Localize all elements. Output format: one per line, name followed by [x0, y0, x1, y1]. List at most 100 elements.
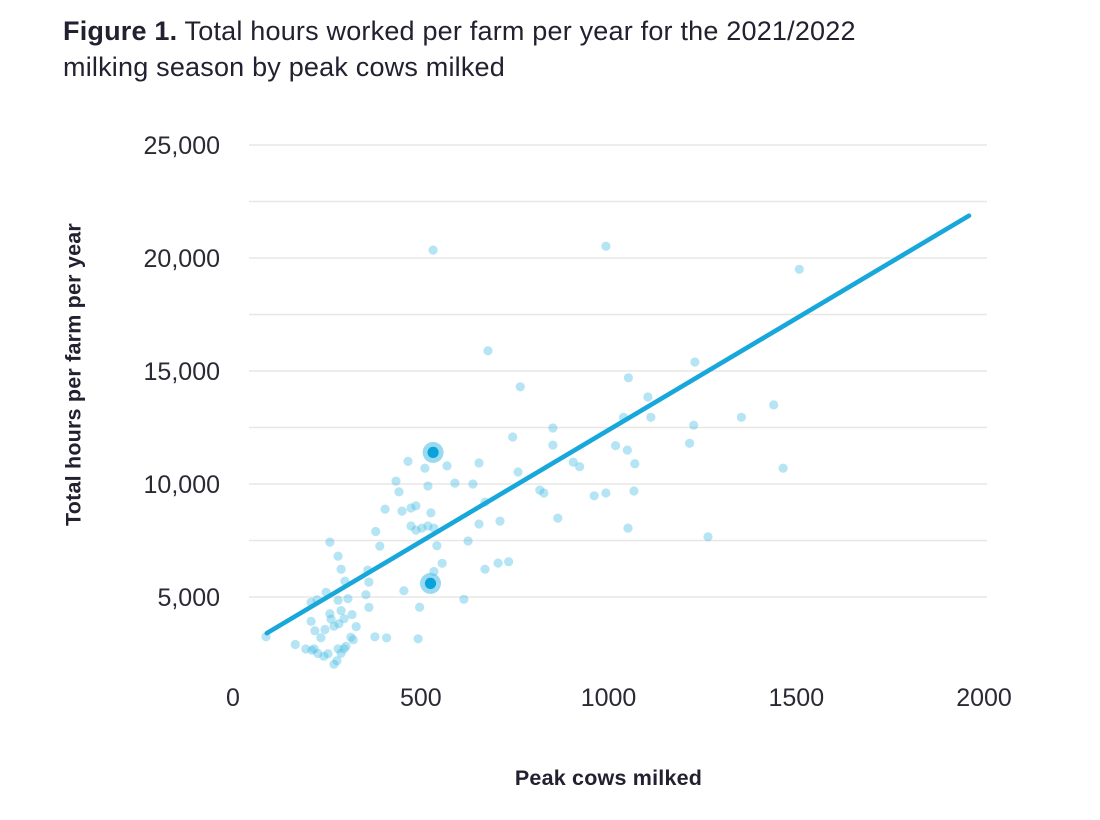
scatter-point	[432, 541, 442, 551]
scatter-point	[778, 463, 788, 473]
scatter-point	[329, 621, 339, 631]
scatter-point	[290, 639, 300, 650]
figure-title-line2: milking season by peak cows milked	[63, 51, 505, 82]
scatter-point	[423, 521, 433, 531]
scatter-point	[504, 557, 514, 567]
scatter-point	[703, 532, 713, 542]
highlighted-point	[427, 446, 439, 458]
scatter-point	[539, 488, 549, 498]
scatter-point	[370, 632, 380, 642]
scatter-point	[346, 632, 356, 642]
scatter-point	[601, 488, 611, 498]
scatter-point	[480, 564, 490, 574]
scatter-point	[515, 382, 525, 392]
figure-label: Figure 1.	[63, 16, 178, 46]
scatter-point	[341, 641, 351, 651]
scatter-point	[423, 481, 433, 491]
scatter-point	[343, 594, 353, 604]
scatter-point	[316, 633, 326, 643]
scatter-point	[326, 614, 336, 624]
scatter-point	[348, 635, 358, 645]
scatter-point	[371, 526, 381, 537]
scatter-point	[548, 423, 558, 433]
scatter-point	[364, 577, 374, 587]
scatter-point	[483, 346, 493, 356]
scatter-point	[391, 476, 401, 486]
scatter-point	[548, 440, 558, 450]
scatter-point	[329, 659, 339, 669]
scatter-point	[347, 610, 357, 620]
y-axis-tick-label: 20,000	[144, 245, 220, 273]
scatter-point	[351, 622, 361, 632]
scatter-point	[339, 644, 349, 654]
figure-title-line1: Total hours worked per farm per year for…	[177, 16, 856, 46]
x-axis-tick-label: 1000	[581, 684, 637, 712]
scatter-point	[568, 457, 578, 467]
scatter-point	[413, 634, 423, 644]
scatter-point	[380, 504, 390, 514]
scatter-point	[450, 478, 460, 488]
scatter-point	[442, 461, 452, 471]
scatter-point	[493, 558, 503, 568]
scatter-point	[622, 445, 632, 455]
scatter-point	[459, 594, 469, 604]
scatter-point	[325, 609, 335, 619]
scatter-point	[336, 648, 346, 658]
scatter-point	[630, 459, 640, 469]
scatter-point	[411, 501, 421, 511]
scatter-point	[336, 564, 346, 574]
scatter-point	[575, 462, 585, 472]
scatter-point	[399, 586, 409, 596]
scatter-point	[474, 458, 484, 468]
scatter-point	[364, 602, 374, 613]
scatter-point	[646, 412, 656, 422]
scatter-point	[333, 595, 343, 605]
scatter-point	[336, 606, 346, 616]
scatter-point	[535, 485, 545, 495]
scatter-point	[495, 516, 505, 526]
scatter-point	[306, 616, 316, 627]
scatter-point	[513, 467, 523, 477]
scatter-point	[382, 633, 392, 643]
scatter-point	[325, 537, 335, 547]
scatter-point	[397, 506, 407, 516]
scatter-point	[415, 602, 425, 612]
scatter-point	[333, 551, 343, 561]
scatter-point	[411, 525, 421, 535]
scatter-point	[643, 392, 653, 402]
scatter-point	[623, 373, 634, 383]
scatter-point	[685, 438, 695, 448]
scatter-point	[309, 644, 319, 654]
scatter-point	[589, 491, 599, 501]
scatter-point	[323, 649, 333, 659]
scatter-point	[769, 400, 779, 410]
scatter-point	[629, 486, 639, 496]
x-axis-tick-label: 0	[226, 684, 240, 712]
scatter-point	[690, 357, 700, 367]
scatter-point	[394, 487, 404, 497]
scatter-point	[508, 432, 518, 442]
scatter-point	[468, 479, 478, 489]
scatter-point	[310, 626, 320, 636]
scatter-point	[417, 523, 427, 533]
x-axis-tick-label: 2000	[956, 684, 1012, 712]
x-axis-tick-label: 1500	[768, 684, 824, 712]
y-axis-tick-label: 25,000	[144, 132, 220, 160]
scatter-point	[403, 456, 413, 466]
scatter-point	[339, 614, 349, 624]
trend-line	[264, 213, 972, 636]
scatter-point	[689, 420, 699, 430]
x-axis-title: Peak cows milked	[514, 766, 703, 790]
x-axis-tick-label: 500	[400, 684, 442, 712]
scatter-point	[428, 245, 438, 255]
scatter-point	[474, 519, 484, 529]
scatter-point	[601, 241, 611, 251]
scatter-point	[406, 503, 416, 513]
scatter-point	[313, 648, 323, 659]
scatter-point	[375, 541, 385, 551]
scatter-point	[794, 264, 804, 274]
scatter-point	[611, 441, 621, 451]
scatter-point	[426, 508, 436, 518]
